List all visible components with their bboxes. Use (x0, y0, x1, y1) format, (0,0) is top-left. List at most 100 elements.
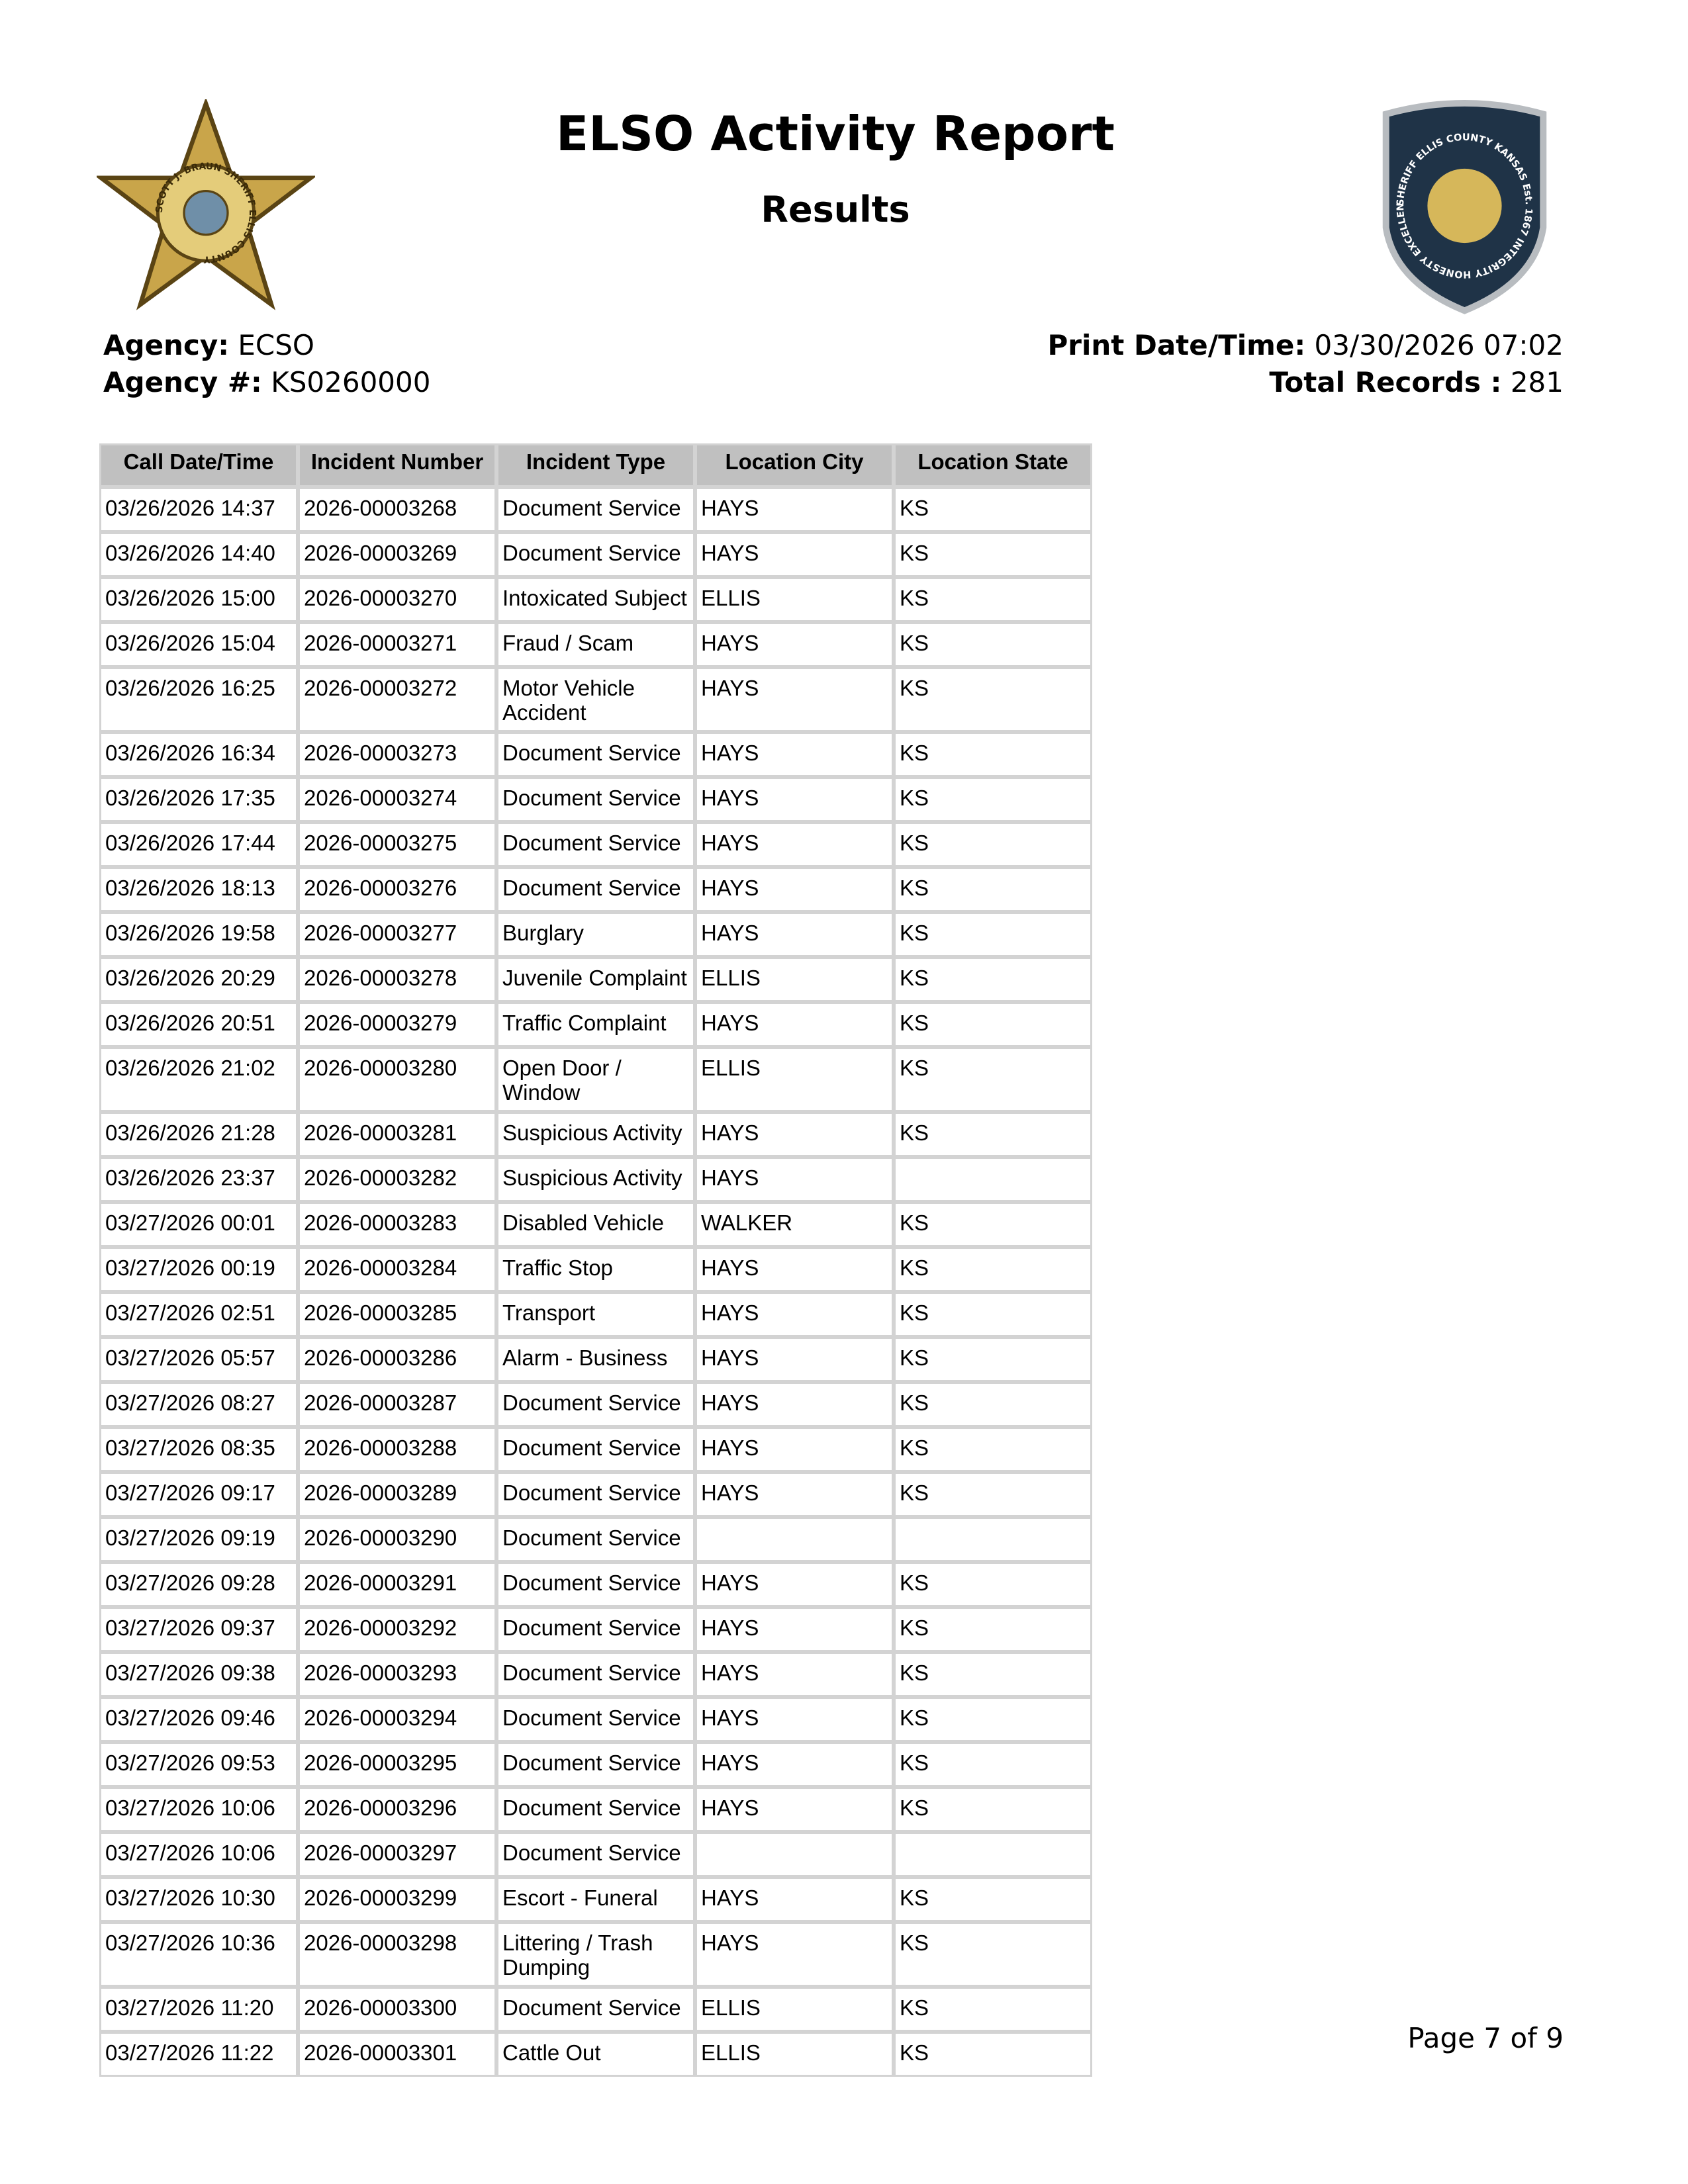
table-cell: HAYS (695, 1787, 894, 1832)
table-row: 03/26/2026 17:35 2026-00003274 Document Se… (99, 777, 1092, 822)
table-cell: 03/27/2026 08:27 (99, 1382, 298, 1427)
table-cell: Burglary (496, 912, 695, 957)
table-cell: 2026-00003281 (298, 1112, 496, 1157)
table-cell: Fraud / Scam (496, 622, 695, 667)
table-cell: 03/26/2026 16:34 (99, 732, 298, 777)
table-cell: Document Service (496, 1382, 695, 1427)
table-cell: 03/27/2026 10:06 (99, 1787, 298, 1832)
table-row: 03/26/2026 20:29 2026-00003278 Juvenile Co… (99, 957, 1092, 1002)
table-cell: KS (894, 1002, 1092, 1047)
table-cell: Document Service (496, 822, 695, 867)
table-cell: 2026-00003274 (298, 777, 496, 822)
table-cell: 03/26/2026 15:00 (99, 577, 298, 622)
table-row: 03/27/2026 10:36 2026-00003298 Littering /… (99, 1922, 1092, 1987)
table-cell: KS (894, 1472, 1092, 1517)
page-number: Page 7 of 9 (1407, 2022, 1564, 2054)
table-cell: 03/27/2026 09:37 (99, 1607, 298, 1652)
table-cell: HAYS (695, 912, 894, 957)
table-cell: HAYS (695, 1697, 894, 1742)
table-cell: KS (894, 1742, 1092, 1787)
table-cell: Littering / Trash Dumping (496, 1922, 695, 1987)
table-cell: HAYS (695, 667, 894, 732)
table-cell: HAYS (695, 487, 894, 532)
table-cell: 03/27/2026 11:22 (99, 2032, 298, 2077)
table-cell: HAYS (695, 1652, 894, 1697)
table-cell: KS (894, 1382, 1092, 1427)
table-cell: Cattle Out (496, 2032, 695, 2077)
table-cell (894, 1157, 1092, 1202)
table-cell: Juvenile Complaint (496, 957, 695, 1002)
table-cell: HAYS (695, 1112, 894, 1157)
table-cell: HAYS (695, 1247, 894, 1292)
table-cell: Document Service (496, 487, 695, 532)
table-cell: 2026-00003294 (298, 1697, 496, 1742)
table-cell: Open Door / Window (496, 1047, 695, 1112)
table-cell: Traffic Complaint (496, 1002, 695, 1047)
table-cell: KS (894, 822, 1092, 867)
table-cell: 2026-00003298 (298, 1922, 496, 1987)
table-cell: 03/26/2026 16:25 (99, 667, 298, 732)
table-cell: Disabled Vehicle (496, 1202, 695, 1247)
agency-info: Agency: ECSO Agency #: KS0260000 (103, 327, 430, 401)
table-cell (695, 1832, 894, 1877)
activity-table: Call Date/Time Incident Number Incident Ty… (99, 443, 1092, 2077)
table-row: 03/27/2026 11:20 2026-00003300 Document Se… (99, 1987, 1092, 2032)
table-row: 03/27/2026 09:53 2026-00003295 Document Se… (99, 1742, 1092, 1787)
table-cell: 2026-00003292 (298, 1607, 496, 1652)
table-cell (695, 1517, 894, 1562)
table-cell: Document Service (496, 1562, 695, 1607)
table-row: 03/26/2026 17:44 2026-00003275 Document Se… (99, 822, 1092, 867)
table-cell: Suspicious Activity (496, 1157, 695, 1202)
table-row: 03/26/2026 15:00 2026-00003270 Intoxicated… (99, 577, 1092, 622)
total-records-value: 281 (1510, 366, 1564, 398)
table-cell: Document Service (496, 777, 695, 822)
agency-label: Agency: (103, 329, 230, 361)
table-cell: KS (894, 867, 1092, 912)
table-cell: Escort - Funeral (496, 1877, 695, 1922)
table-cell: 2026-00003300 (298, 1987, 496, 2032)
table-cell: 2026-00003272 (298, 667, 496, 732)
table-cell: 2026-00003277 (298, 912, 496, 957)
table-cell: KS (894, 1697, 1092, 1742)
table-cell: KS (894, 532, 1092, 577)
table-cell: Document Service (496, 1517, 695, 1562)
table-row: 03/26/2026 18:13 2026-00003276 Document Se… (99, 867, 1092, 912)
table-cell: HAYS (695, 867, 894, 912)
agency-number-value: KS0260000 (271, 366, 431, 398)
table-row: 03/26/2026 15:04 2026-00003271 Fraud / Sca… (99, 622, 1092, 667)
table-cell: 03/27/2026 10:36 (99, 1922, 298, 1987)
table-cell: HAYS (695, 1922, 894, 1987)
table-row: 03/27/2026 00:01 2026-00003283 Disabled Ve… (99, 1202, 1092, 1247)
report-title: ELSO Activity Report (556, 106, 1115, 161)
table-row: 03/26/2026 20:51 2026-00003279 Traffic Com… (99, 1002, 1092, 1047)
table-row: 03/26/2026 21:02 2026-00003280 Open Door /… (99, 1047, 1092, 1112)
table-row: 03/27/2026 00:19 2026-00003284 Traffic Sto… (99, 1247, 1092, 1292)
table-cell: HAYS (695, 1607, 894, 1652)
table-row: 03/26/2026 14:37 2026-00003268 Document Se… (99, 487, 1092, 532)
column-header: Location State (894, 443, 1092, 487)
print-datetime-value: 03/30/2026 07:02 (1314, 329, 1564, 361)
table-cell: HAYS (695, 1472, 894, 1517)
table-cell: KS (894, 1607, 1092, 1652)
table-cell: 2026-00003286 (298, 1337, 496, 1382)
print-datetime-label: Print Date/Time: (1047, 329, 1306, 361)
table-row: 03/27/2026 08:35 2026-00003288 Document Se… (99, 1427, 1092, 1472)
table-cell: 2026-00003283 (298, 1202, 496, 1247)
table-cell: 2026-00003297 (298, 1832, 496, 1877)
table-cell: 03/27/2026 11:20 (99, 1987, 298, 2032)
table-cell (894, 1517, 1092, 1562)
table-cell: HAYS (695, 732, 894, 777)
table-row: 03/26/2026 23:37 2026-00003282 Suspicious … (99, 1157, 1092, 1202)
table-cell: 2026-00003285 (298, 1292, 496, 1337)
table-cell: ELLIS (695, 2032, 894, 2077)
table-cell: HAYS (695, 1427, 894, 1472)
agency-number-label: Agency #: (103, 366, 262, 398)
table-cell: 03/27/2026 02:51 (99, 1292, 298, 1337)
table-cell: 03/26/2026 18:13 (99, 867, 298, 912)
table-cell: 2026-00003268 (298, 487, 496, 532)
table-cell: 03/27/2026 00:01 (99, 1202, 298, 1247)
table-cell: 03/27/2026 05:57 (99, 1337, 298, 1382)
table-cell: 03/27/2026 09:53 (99, 1742, 298, 1787)
table-cell: Document Service (496, 867, 695, 912)
table-cell: 03/26/2026 21:02 (99, 1047, 298, 1112)
